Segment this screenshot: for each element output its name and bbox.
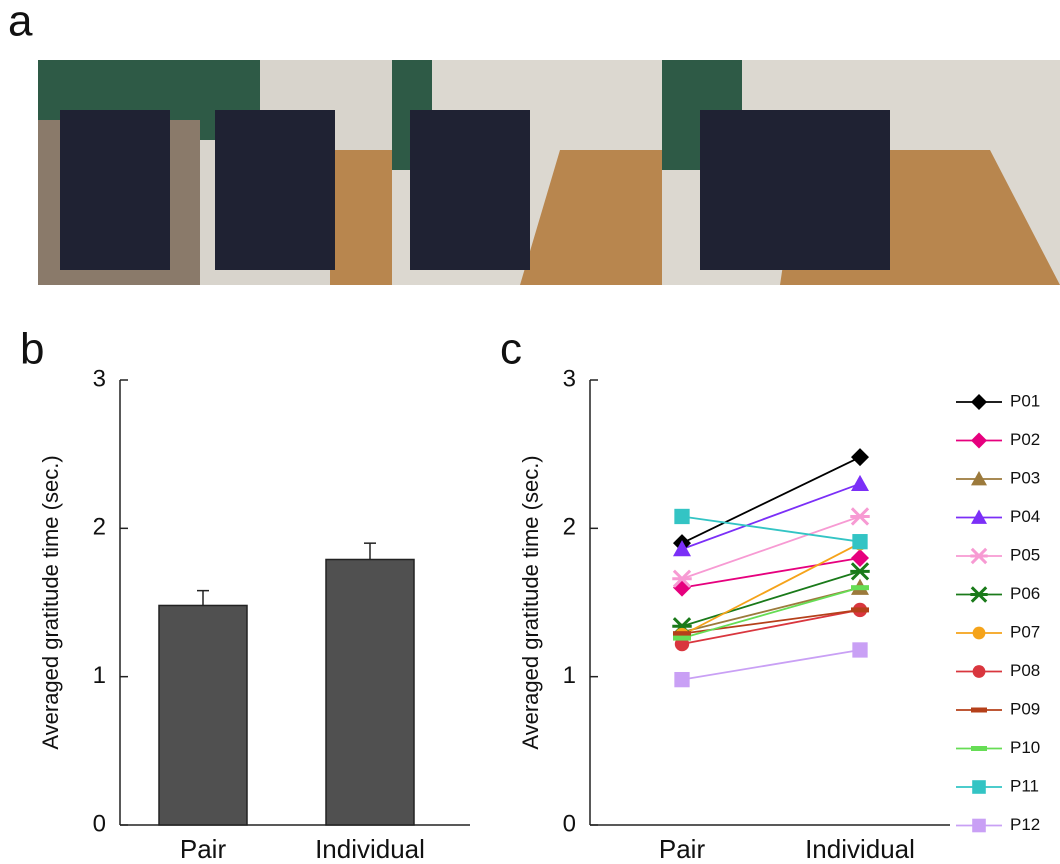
bar [325, 558, 415, 826]
line [681, 557, 861, 589]
legend-label: P02 [1010, 430, 1040, 449]
marker [673, 578, 691, 597]
y-tick-label: 2 [93, 514, 106, 541]
legend-label: P07 [1010, 622, 1040, 641]
marker [971, 471, 987, 486]
panel-label: b [20, 325, 44, 374]
legend-label: P01 [1010, 391, 1040, 410]
legend-label: P08 [1010, 661, 1040, 680]
photo-person [215, 110, 335, 270]
marker [972, 665, 986, 678]
line [681, 515, 861, 580]
marker [673, 540, 691, 557]
photo-table [330, 150, 392, 285]
marker [851, 585, 869, 591]
bar [158, 604, 248, 826]
photo-person [60, 110, 170, 270]
line [681, 456, 861, 544]
line [681, 609, 861, 645]
legend-label: P06 [1010, 584, 1040, 603]
x-tick-label: Pair [659, 834, 706, 864]
legend-label: P04 [1010, 507, 1040, 526]
legend-label: P11 [1010, 776, 1039, 795]
marker [972, 780, 986, 794]
line [681, 482, 861, 550]
line [681, 649, 861, 681]
legend-label: P05 [1010, 545, 1040, 564]
legend-label: P12 [1010, 815, 1040, 834]
line [681, 515, 861, 543]
photo-table [520, 150, 662, 285]
marker [971, 707, 987, 713]
panel-label: a [8, 0, 33, 46]
marker [972, 626, 986, 640]
line [681, 586, 861, 639]
marker [852, 642, 868, 658]
marker [972, 818, 986, 833]
y-tick-label: 3 [93, 365, 106, 392]
photo-strip [38, 60, 1060, 285]
marker [971, 432, 987, 449]
photo-person [410, 110, 530, 270]
marker [672, 569, 692, 588]
marker [971, 746, 987, 751]
marker [970, 586, 988, 603]
y-tick-label: 0 [93, 810, 106, 837]
marker [673, 635, 691, 641]
panel-label: c [500, 325, 522, 374]
marker [851, 607, 869, 613]
legend-label: P03 [1010, 468, 1040, 487]
marker [971, 509, 987, 524]
y-axis-label: Averaged gratitude time (sec.) [518, 455, 543, 749]
y-tick-label: 2 [563, 514, 576, 541]
y-tick-label: 3 [563, 365, 576, 392]
y-tick-label: 1 [93, 662, 106, 689]
marker [850, 507, 870, 526]
line [681, 570, 861, 628]
marker [674, 671, 690, 688]
y-axis-label: Averaged gratitude time (sec.) [38, 455, 63, 749]
line [681, 586, 861, 634]
y-tick-label: 0 [563, 810, 576, 837]
marker [971, 394, 987, 410]
marker [851, 448, 869, 467]
marker [851, 474, 869, 492]
marker [851, 549, 869, 567]
legend-label: P09 [1010, 699, 1040, 718]
marker [970, 547, 988, 565]
x-tick-label: Individual [315, 834, 425, 864]
marker [850, 562, 870, 581]
marker [674, 508, 690, 525]
photo-person [700, 110, 890, 270]
marker [852, 534, 868, 550]
x-tick-label: Individual [805, 834, 915, 864]
marker [673, 631, 691, 637]
x-tick-label: Pair [180, 834, 227, 864]
legend-label: P10 [1010, 738, 1040, 757]
y-tick-label: 1 [563, 662, 576, 689]
line [681, 542, 861, 636]
